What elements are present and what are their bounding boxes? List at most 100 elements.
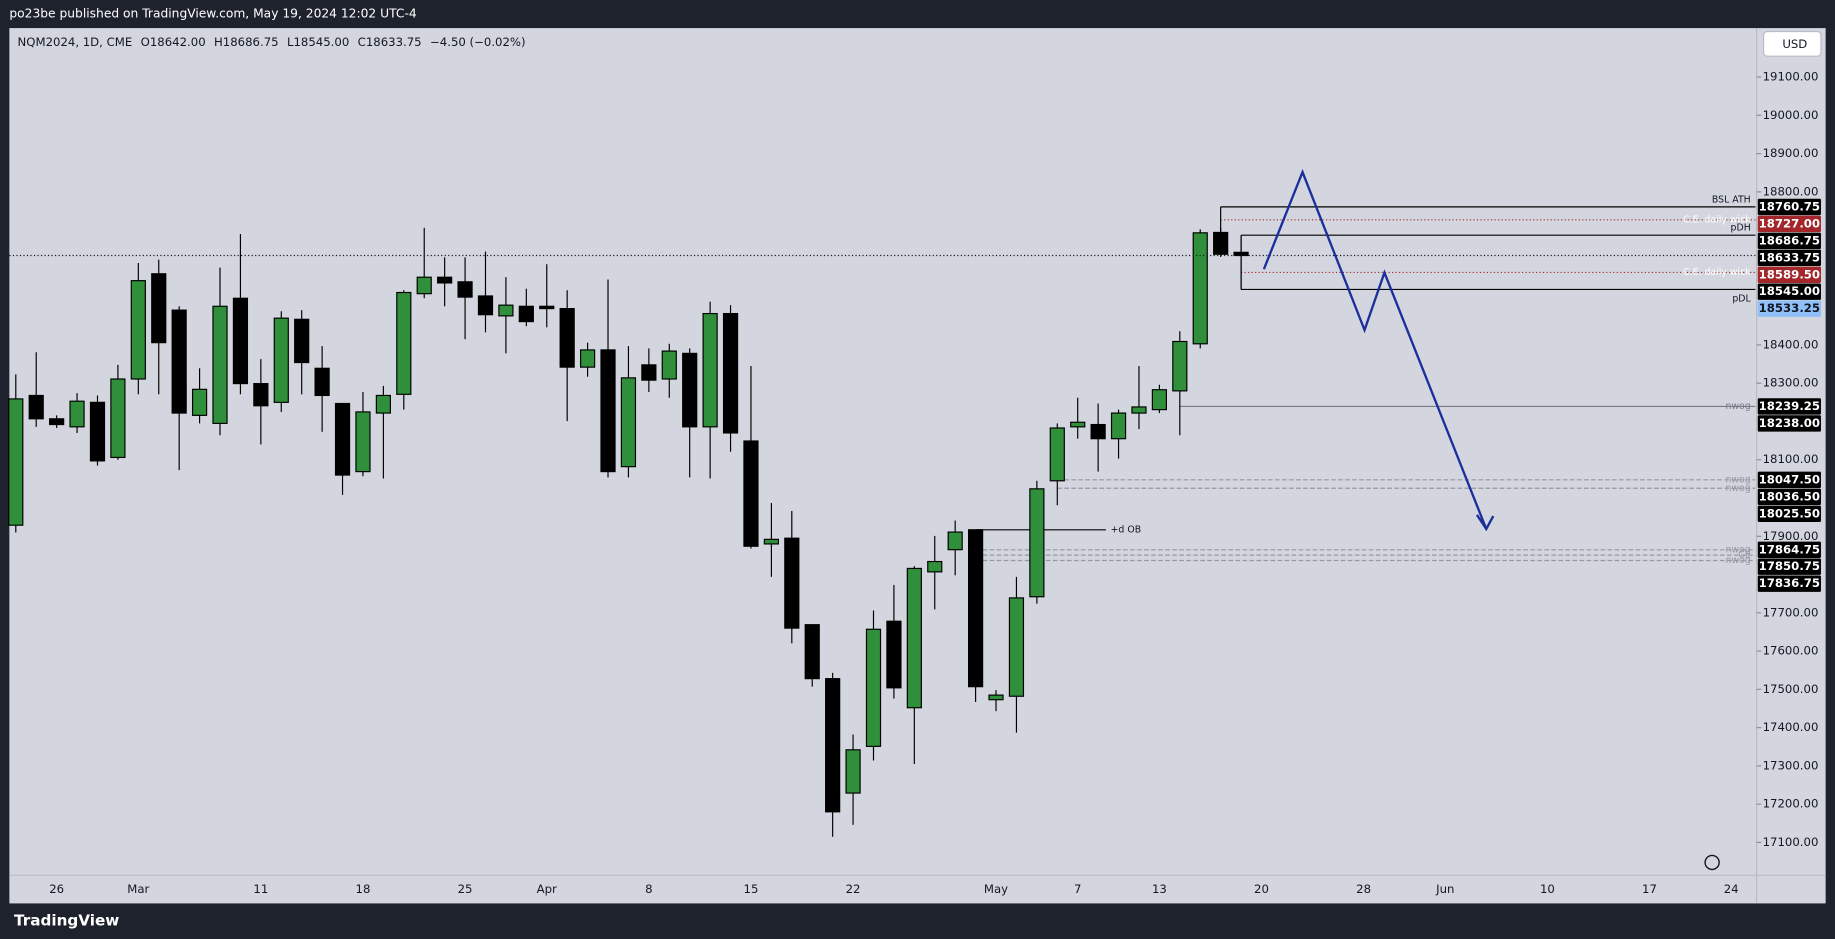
candle-body: [1233, 251, 1249, 257]
candle-body: [437, 276, 453, 284]
candle-body: [702, 312, 718, 428]
price-label-box: [1757, 558, 1821, 575]
watermark-icon: [1704, 854, 1720, 871]
candle-body: [1192, 232, 1208, 345]
y-tick-label: 18800.00: [1763, 184, 1819, 198]
candle-body: [498, 304, 514, 317]
candle-body: [49, 418, 65, 426]
candle-body: [518, 305, 534, 323]
candle-body: [620, 377, 637, 468]
candle-body: [927, 560, 943, 573]
annotation-label: nwog: [1725, 474, 1750, 485]
price-label-box: [1757, 300, 1821, 317]
candle-body: [171, 309, 187, 414]
candle-body: [253, 383, 269, 407]
x-tick-label: 20: [1254, 882, 1269, 896]
candle-body: [865, 628, 882, 747]
symbol: NQM2024, 1D, CME: [18, 35, 133, 49]
price-label-box: [1757, 266, 1821, 283]
y-tick-label: 19000.00: [1763, 108, 1819, 122]
chart-pane: [9, 28, 1826, 904]
price-label-box: [1757, 283, 1821, 300]
candle-body: [886, 620, 902, 689]
annotation-label: nwog: [1725, 483, 1750, 494]
candle-body: [212, 305, 228, 424]
x-tick-label: 26: [49, 882, 64, 896]
y-tick-label: 18900.00: [1763, 146, 1819, 160]
annotation-label: nwog: [1725, 401, 1750, 412]
annotation-label: +d OB: [1111, 524, 1142, 535]
candle-body: [743, 440, 759, 547]
candle-body: [845, 749, 861, 794]
candle-body: [396, 291, 412, 395]
candle-body: [457, 281, 473, 298]
candle-body: [1151, 389, 1168, 411]
price-label: 17836.75: [1759, 576, 1820, 590]
price-label: 18589.50: [1759, 267, 1820, 281]
x-tick-label: 11: [253, 882, 268, 896]
legend-change: −4.50 (−0.02%): [430, 35, 526, 49]
candle-body: [1131, 406, 1147, 414]
candle-body: [906, 567, 922, 709]
projection-drawing: [1262, 168, 1488, 530]
candle-body: [294, 318, 310, 364]
candle-body: [1110, 412, 1127, 440]
candle-body: [1172, 340, 1188, 392]
y-tick-label: 19100.00: [1763, 70, 1819, 84]
price-label-box: [1757, 398, 1821, 415]
price-label: 18533.25: [1759, 301, 1820, 315]
price-label: 18686.75: [1759, 233, 1820, 247]
y-tick-label: 17700.00: [1763, 605, 1819, 619]
publisher-info: po23be published on TradingView.com, May…: [9, 7, 417, 21]
candle-body: [232, 297, 249, 385]
x-tick-label: 15: [744, 882, 759, 896]
candle-body: [375, 394, 391, 414]
plot: 19100.00 19000.00 18900.00 18800.00 18400.00…: [8, 70, 1821, 896]
candle-body: [151, 273, 167, 344]
x-tick-label: 7: [1074, 882, 1081, 896]
price-label: 17850.75: [1759, 559, 1820, 573]
candle-body: [1029, 488, 1045, 598]
price-label: 18047.50: [1759, 472, 1820, 486]
price-label: 18239.25: [1759, 399, 1820, 413]
y-tick-label: 17400.00: [1763, 720, 1819, 734]
candle-body: [69, 400, 85, 428]
price-label: 17864.75: [1759, 542, 1820, 556]
x-tick-label: 17: [1642, 882, 1657, 896]
candle-body: [8, 398, 24, 526]
price-label: 18727.00: [1759, 216, 1820, 230]
annotation-label: C.E. daily wick: [1683, 267, 1751, 278]
x-tick-label: 24: [1724, 882, 1739, 896]
candle-body: [1070, 421, 1086, 428]
y-tick-label: 17300.00: [1763, 758, 1819, 772]
x-tick-label: Mar: [127, 882, 149, 896]
price-label-box: [1757, 415, 1821, 432]
currency[interactable]: USD: [1782, 37, 1807, 51]
price-label: 18036.50: [1759, 489, 1820, 503]
price-label-box: [1757, 471, 1821, 489]
y-tick-label: 17600.00: [1763, 644, 1819, 658]
candle-body: [600, 349, 616, 473]
legend-low: L18545.00: [287, 35, 349, 49]
candle-body: [1008, 597, 1025, 697]
candle-body: [579, 349, 596, 368]
currency-button[interactable]: [1763, 31, 1822, 57]
y-tick-label: 18400.00: [1763, 337, 1819, 351]
candle-body: [28, 394, 44, 420]
x-tick-label: 13: [1152, 882, 1167, 896]
candle-body: [334, 402, 351, 476]
price-label: 18633.75: [1759, 250, 1820, 264]
y-tick-label: 17500.00: [1763, 682, 1819, 696]
annotation-label: pDH: [1731, 223, 1751, 234]
price-label-box: [1757, 215, 1821, 233]
price-label-box: [1757, 505, 1821, 522]
symbol-legend: NQM2024, 1D, CME O18642.00 H18686.75 L18…: [18, 35, 526, 49]
annotation-label: CE: [1738, 550, 1751, 561]
candle-body: [722, 312, 739, 434]
price-label-box: [1757, 541, 1821, 558]
price-label-box: [1757, 198, 1821, 216]
legend-open: O18642.00: [141, 35, 206, 49]
price-label: 18545.00: [1759, 284, 1820, 298]
